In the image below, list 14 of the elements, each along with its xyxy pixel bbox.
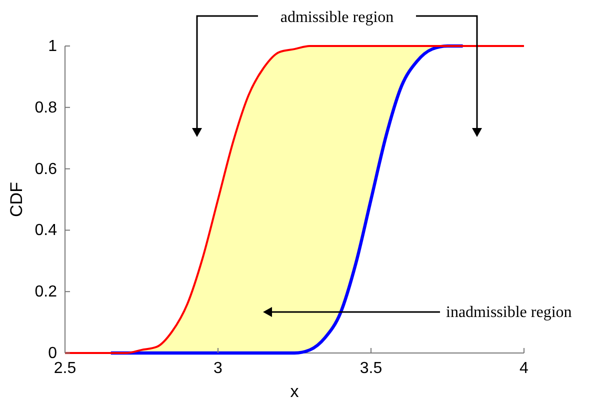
y-tick-label: 0 (48, 345, 58, 362)
y-tick-label: 0.8 (34, 99, 58, 116)
x-axis-title: x (290, 382, 300, 401)
y-axis-title: CDF (7, 182, 26, 217)
y-tick-label: 0.6 (34, 160, 58, 178)
annotation: inadmissible region (446, 304, 572, 321)
x-tick-label: 3 (214, 360, 223, 377)
text: admissible region (280, 9, 394, 26)
x-tick-label: 2.5 (54, 360, 76, 377)
y-tick-label: 0.2 (34, 284, 58, 301)
y-tick-label: 1 (48, 38, 58, 55)
x-tick-label: 3.5 (360, 360, 382, 377)
x-tick-label: 4 (520, 360, 529, 377)
y-tick-label: 0.4 (34, 222, 58, 240)
